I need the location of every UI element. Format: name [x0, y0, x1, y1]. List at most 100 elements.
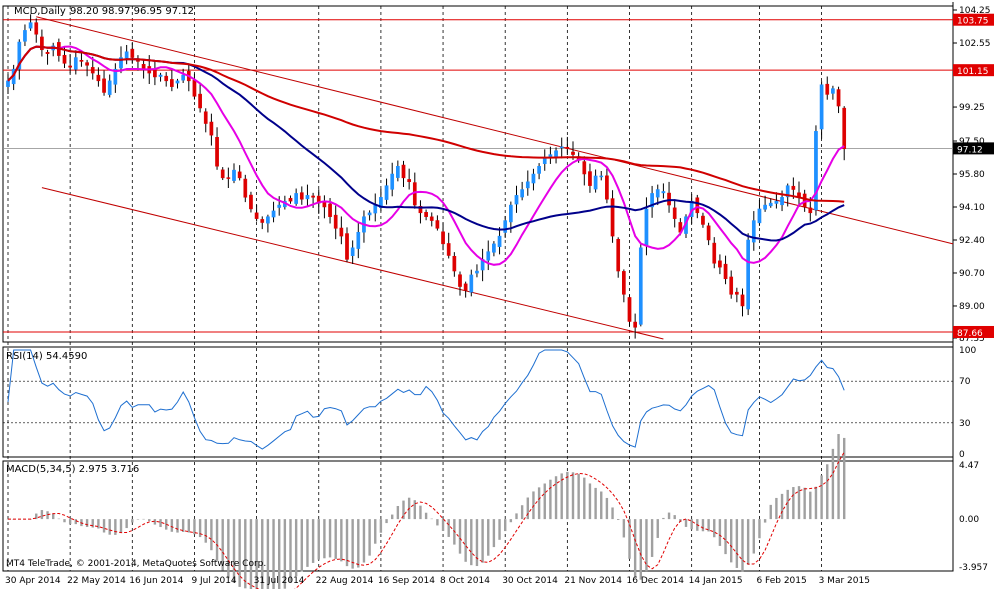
candle-body [407, 179, 411, 183]
macd-bar [447, 519, 450, 537]
candle-body [119, 57, 123, 69]
macd-bar [605, 497, 609, 520]
candle-body [514, 195, 519, 205]
macd-bar [571, 472, 575, 520]
macd-bar [763, 519, 767, 523]
candle-body [492, 243, 496, 253]
macd-bar [713, 519, 716, 538]
moving-average-slow [7, 45, 845, 203]
candle-body [814, 131, 818, 211]
candle-body [203, 111, 208, 124]
macd-bar [843, 437, 846, 520]
candle-body [723, 263, 728, 280]
price-pane[interactable] [3, 14, 954, 340]
macd-bar [91, 519, 94, 528]
candle-body [622, 271, 626, 295]
macd-bar [402, 500, 405, 520]
candle-body [379, 197, 383, 208]
rsi-pane[interactable] [3, 349, 953, 450]
macd-bar [227, 519, 230, 579]
macd-tick-label: 4.47 [959, 461, 979, 471]
macd-bar [278, 519, 281, 593]
macd-bar [701, 519, 705, 532]
macd-bar [391, 514, 394, 520]
macd-bar [622, 519, 626, 538]
candle-body [729, 276, 734, 295]
macd-bar [487, 519, 490, 556]
candle-body [633, 321, 637, 328]
macd-bar [690, 519, 693, 530]
macd-bar [718, 519, 722, 546]
macd-bar [261, 519, 264, 593]
macd-bar [684, 519, 688, 527]
candle-body [345, 233, 349, 260]
macd-bar [515, 513, 518, 520]
candle-body [463, 283, 468, 291]
candle-body [509, 204, 513, 223]
candle-body [503, 220, 508, 233]
candle-body [130, 48, 135, 58]
macd-pane[interactable] [6, 434, 846, 593]
candle-body [107, 80, 112, 95]
macd-bar [458, 519, 462, 554]
macd-bar [334, 519, 337, 559]
channel-upper-line [36, 16, 954, 245]
candle-body [537, 165, 541, 174]
macd-bar [131, 519, 134, 523]
candle-body [356, 231, 361, 249]
candle-body [260, 219, 265, 223]
macd-bar [63, 519, 66, 523]
candle-body [90, 67, 95, 74]
candle-body [655, 189, 660, 198]
macd-bar [385, 519, 388, 524]
macd-bar [300, 519, 303, 572]
macd-bar [594, 487, 597, 520]
candle-body [158, 74, 163, 77]
macd-bar [526, 497, 529, 520]
candle-body [791, 185, 796, 190]
candle-body [40, 36, 44, 51]
current-price-label: 97.12 [957, 145, 983, 155]
candle-body [446, 243, 451, 256]
candle-body [124, 51, 129, 59]
macd-bar [504, 519, 507, 532]
rsi-tick-label: 30 [959, 419, 971, 429]
candle-body [531, 173, 536, 184]
price-tick-label: 95.80 [959, 170, 985, 180]
macd-bar [238, 519, 241, 587]
macd-bar [46, 511, 49, 520]
macd-bar [294, 519, 298, 577]
macd-bar [232, 519, 236, 583]
candle-body [305, 195, 310, 200]
macd-bar [809, 491, 812, 520]
macd-bar [645, 519, 648, 572]
candle-body [367, 212, 372, 216]
macd-bar [193, 519, 196, 535]
price-tick-label: 102.55 [959, 39, 991, 49]
candle-body [271, 210, 276, 218]
candle-body [311, 195, 315, 198]
macd-bar [40, 510, 44, 520]
macd-bar [368, 519, 371, 556]
macd-bar [374, 519, 377, 544]
macd-bar [204, 519, 207, 543]
macd-bar [198, 519, 202, 538]
candle-body [667, 192, 671, 206]
candle-body [706, 225, 711, 241]
candle-body [215, 137, 219, 167]
price-level-label: 103.75 [957, 17, 989, 27]
rsi-line [7, 349, 845, 450]
macd-bar [735, 519, 739, 568]
price-tick-label: 97.50 [959, 137, 985, 147]
rsi-tick-label: 100 [959, 346, 976, 356]
macd-bar [306, 519, 309, 567]
candle-body [28, 22, 33, 29]
x-tick-label: 3 Mar 2015 [819, 576, 870, 586]
candle-body [836, 89, 841, 107]
x-tick-label: 31 Jul 2014 [254, 576, 305, 586]
macd-bar [311, 519, 315, 563]
macd-bar [470, 519, 473, 566]
candle-body [226, 177, 231, 179]
macd-bar [85, 519, 89, 527]
